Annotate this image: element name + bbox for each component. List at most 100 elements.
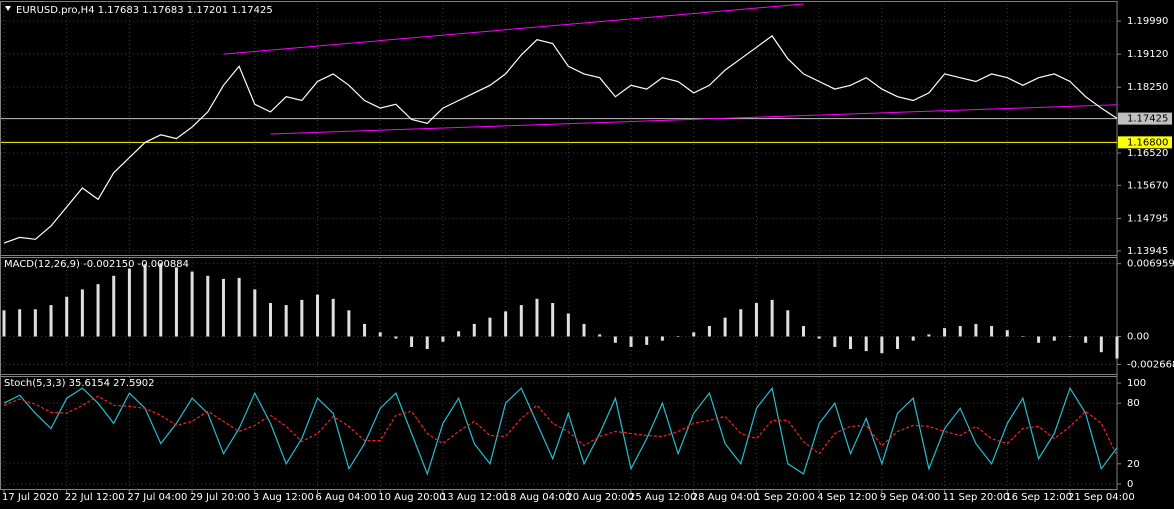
histogram-bar	[316, 294, 320, 337]
histogram-bar	[410, 336, 414, 347]
histogram-bar	[268, 303, 272, 337]
y-tick-label: 1.18250	[1127, 82, 1168, 93]
histogram-bar	[927, 334, 931, 337]
histogram-bar	[472, 323, 476, 337]
menu-arrow[interactable]	[5, 6, 11, 11]
histogram-bar	[441, 336, 445, 342]
histogram-bar	[519, 305, 523, 337]
histogram-bar	[237, 277, 241, 337]
histogram-bar	[33, 309, 37, 337]
histogram-bar	[127, 268, 131, 337]
x-tick-label: 9 Sep 04:00	[880, 492, 940, 503]
histogram-bar	[660, 336, 664, 341]
y-tick-label: 80	[1127, 398, 1140, 409]
histogram-bar	[613, 336, 617, 343]
histogram-bar	[1052, 336, 1056, 341]
histogram-bar	[645, 336, 649, 345]
histogram-bar	[1037, 336, 1041, 343]
price-tag-label: 1.16800	[1127, 137, 1168, 148]
histogram-bar	[958, 326, 962, 337]
histogram-bar	[347, 310, 351, 337]
histogram-bar	[770, 299, 774, 337]
trend-line	[270, 104, 1118, 135]
histogram-bar	[1115, 336, 1119, 359]
y-tick-label: 1.13945	[1127, 246, 1168, 257]
histogram-bar	[457, 331, 461, 337]
y-tick-label: 1.16520	[1127, 148, 1168, 159]
y-tick-label: 0.00	[1127, 331, 1149, 342]
histogram-bar	[488, 317, 492, 337]
y-tick-label: 0	[1127, 479, 1133, 490]
histogram-bar	[849, 336, 853, 350]
histogram-bar	[566, 313, 570, 337]
y-tick-label: 100	[1127, 378, 1146, 389]
histogram-bar	[49, 305, 53, 337]
histogram-bar	[754, 303, 758, 337]
histogram-bar	[18, 309, 22, 337]
histogram-bar	[582, 323, 586, 337]
x-tick-label: 3 Aug 12:00	[253, 492, 314, 503]
histogram-bar	[911, 336, 915, 341]
histogram-bar	[504, 311, 508, 337]
y-tick-label: 1.15670	[1127, 180, 1168, 191]
histogram-bar	[1005, 330, 1009, 337]
histogram-bar	[112, 275, 116, 337]
y-tick-label: -0.002668	[1127, 359, 1174, 370]
histogram-bar	[253, 289, 257, 337]
x-tick-label: 17 Jul 2020	[2, 492, 59, 503]
histogram-bar	[692, 332, 696, 337]
histogram-bar	[425, 336, 429, 350]
histogram-bar	[300, 299, 304, 337]
histogram-bar	[143, 264, 147, 337]
histogram-bar	[190, 271, 194, 337]
series-line	[3, 386, 1118, 476]
x-tick-label: 10 Aug 20:00	[378, 492, 445, 503]
x-tick-label: 28 Aug 04:00	[692, 492, 759, 503]
histogram-bar	[676, 336, 680, 337]
histogram-bar	[707, 326, 711, 337]
histogram-bar	[990, 326, 994, 337]
x-tick-label: 13 Aug 12:00	[441, 492, 508, 503]
histogram-bar	[221, 278, 225, 337]
histogram-bar	[394, 336, 398, 339]
histogram-bar	[786, 310, 790, 337]
panel-border	[0, 255, 1118, 377]
price-tag	[1118, 136, 1172, 149]
histogram-bar	[801, 326, 805, 337]
panel-border	[0, 374, 1118, 490]
histogram-bar	[598, 334, 602, 337]
histogram-bar	[80, 289, 84, 337]
histogram-bar	[284, 305, 288, 337]
histogram-bar	[206, 275, 210, 337]
trend-line	[223, 3, 804, 55]
x-tick-label: 25 Aug 12:00	[629, 492, 696, 503]
x-tick-label: 11 Sep 20:00	[943, 492, 1010, 503]
histogram-bar	[1021, 336, 1025, 337]
y-tick-label: 1.19990	[1127, 16, 1168, 27]
histogram-bar	[535, 298, 539, 337]
panel-title: Stoch(5,3,3) 35.6154 27.5902	[4, 378, 155, 389]
panel-border	[0, 1, 1118, 258]
histogram-bar	[880, 336, 884, 354]
histogram-bar	[65, 296, 69, 337]
histogram-bar	[817, 336, 821, 339]
histogram-bar	[363, 323, 367, 337]
x-tick-label: 29 Jul 20:00	[190, 492, 250, 503]
histogram-bar	[896, 336, 900, 350]
x-tick-label: 4 Sep 12:00	[817, 492, 877, 503]
histogram-bar	[378, 332, 382, 337]
histogram-bar	[96, 284, 100, 337]
histogram-bar	[551, 303, 555, 337]
histogram-bar	[833, 336, 837, 347]
histogram-bar	[629, 336, 633, 347]
y-tick-label: 1.14795	[1127, 214, 1168, 225]
x-tick-label: 16 Sep 12:00	[1005, 492, 1072, 503]
histogram-bar	[1084, 336, 1088, 343]
price-tag-label: 1.17425	[1127, 114, 1168, 125]
x-tick-label: 1 Sep 20:00	[754, 492, 814, 503]
histogram-bar	[1068, 336, 1072, 337]
histogram-bar	[739, 309, 743, 337]
price-tag	[1118, 112, 1172, 125]
series-line	[3, 35, 1118, 244]
